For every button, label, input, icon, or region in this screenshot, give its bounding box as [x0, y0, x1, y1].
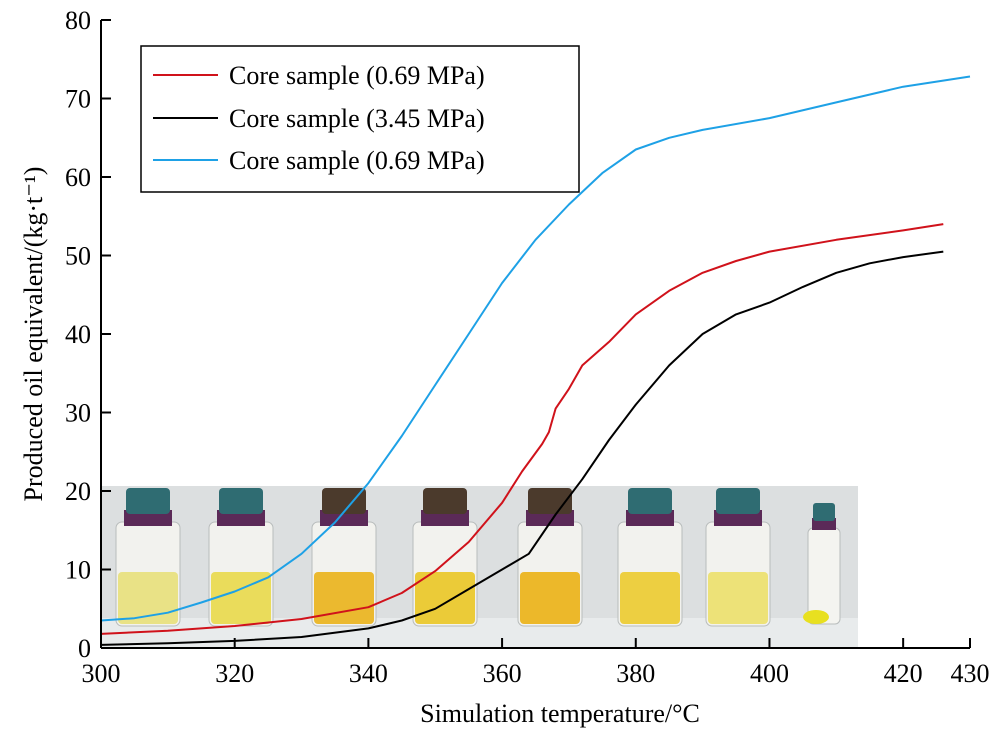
y-tick-label: 30: [65, 399, 91, 428]
vial: [617, 488, 683, 627]
series-line-1: [100, 250, 944, 646]
vial-cap: [628, 488, 672, 514]
vial-liquid: [415, 572, 475, 624]
legend-label-2: Core sample (0.69 MPa): [229, 146, 485, 175]
vial-liquid: [314, 572, 374, 624]
vial-liquid: [620, 572, 680, 624]
vial: [208, 488, 274, 627]
x-tick-label: 420: [884, 659, 923, 688]
y-tick-label: 60: [65, 163, 91, 192]
vial-cap: [813, 503, 835, 521]
vial-cap: [322, 488, 366, 514]
legend: Core sample (0.69 MPa) Core sample (3.45…: [140, 45, 580, 193]
y-tick-label: 0: [78, 634, 91, 663]
legend-label-1: Core sample (3.45 MPa): [229, 104, 485, 133]
x-tick-label: 380: [616, 659, 655, 688]
series-line-0: [100, 223, 944, 635]
vial-cap: [716, 488, 760, 514]
vial-cap: [219, 488, 263, 514]
x-tick-label: 430: [951, 659, 990, 688]
legend-label-0: Core sample (0.69 MPa): [229, 61, 485, 90]
vial: [115, 488, 181, 627]
vial-liquid: [211, 572, 271, 624]
vial: [311, 488, 377, 627]
vial: [803, 503, 841, 625]
y-tick-label: 70: [65, 85, 91, 114]
x-ticks: 300 320 340 360 380 400 420 430: [82, 638, 990, 688]
series-line-2: [100, 75, 971, 622]
vial-cap: [126, 488, 170, 514]
x-tick-label: 400: [750, 659, 789, 688]
vial-liquid: [803, 610, 829, 624]
x-tick-label: 300: [82, 659, 121, 688]
vial: [705, 488, 771, 627]
y-tick-label: 20: [65, 477, 91, 506]
vial-cap: [423, 488, 467, 514]
y-axis-label: Produced oil equivalent/(kg·t⁻¹): [19, 167, 48, 502]
x-tick-label: 360: [483, 659, 522, 688]
y-tick-label: 80: [65, 6, 91, 35]
x-tick-label: 340: [349, 659, 388, 688]
x-axis-label: Simulation temperature/°C: [420, 699, 700, 728]
series-layer: [100, 75, 971, 646]
y-tick-label: 50: [65, 242, 91, 271]
y-tick-label: 10: [65, 556, 91, 585]
x-tick-label: 320: [215, 659, 254, 688]
y-tick-label: 40: [65, 320, 91, 349]
vials-group: [115, 488, 841, 627]
vial-liquid: [708, 572, 768, 624]
vials-photo: [101, 486, 858, 648]
vial-glass: [807, 527, 841, 625]
vial-liquid: [118, 572, 178, 624]
y-ticks: 0 10 20 30 40 50 60 70 80: [65, 6, 111, 663]
vial-liquid: [520, 572, 580, 624]
